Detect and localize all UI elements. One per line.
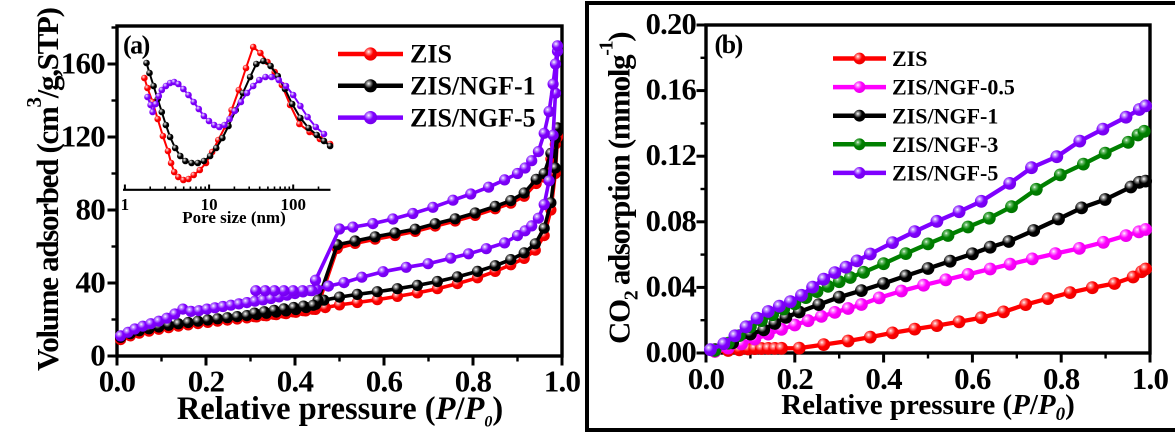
svg-text:40: 40 — [76, 264, 106, 299]
svg-text:0.4: 0.4 — [277, 364, 314, 399]
svg-text:120: 120 — [61, 118, 106, 153]
svg-text:(a): (a) — [123, 31, 150, 60]
svg-text:160: 160 — [61, 45, 106, 80]
svg-text:1.0: 1.0 — [1132, 361, 1169, 396]
svg-text:80: 80 — [76, 191, 106, 226]
svg-text:ZIS/NGF-1: ZIS/NGF-1 — [892, 103, 998, 128]
svg-text:ZIS/NGF-0.5: ZIS/NGF-0.5 — [892, 75, 1015, 100]
svg-text:ZIS: ZIS — [892, 46, 927, 71]
svg-text:0.08: 0.08 — [646, 204, 697, 238]
svg-text:Relative pressure (P/P0): Relative pressure (P/P0) — [177, 391, 503, 431]
svg-text:CO2 adsorption (mmolg-1): CO2 adsorption (mmolg-1) — [596, 33, 643, 344]
svg-text:0.8: 0.8 — [1043, 361, 1080, 396]
svg-text:0.12: 0.12 — [646, 138, 696, 172]
svg-text:0.6: 0.6 — [954, 361, 991, 396]
svg-text:0.16: 0.16 — [646, 73, 697, 107]
svg-text:0.0: 0.0 — [99, 364, 136, 399]
svg-text:0.6: 0.6 — [366, 364, 403, 399]
svg-text:100: 100 — [280, 195, 306, 214]
svg-text:1.0: 1.0 — [544, 364, 581, 399]
svg-text:ZIS: ZIS — [410, 40, 452, 69]
svg-text:ZIS/NGF-1: ZIS/NGF-1 — [410, 72, 536, 101]
svg-text:ZIS/NGF-3: ZIS/NGF-3 — [892, 132, 998, 157]
svg-text:(b): (b) — [715, 30, 743, 59]
svg-text:0: 0 — [90, 337, 105, 372]
svg-text:0.4: 0.4 — [865, 361, 902, 396]
svg-text:Volume adsorbed (cm3/g,STP): Volume adsorbed (cm3/g,STP) — [22, 8, 65, 371]
svg-text:0.04: 0.04 — [646, 269, 697, 303]
svg-text:0.2: 0.2 — [777, 361, 814, 396]
svg-text:10: 10 — [201, 195, 218, 214]
svg-text:0.2: 0.2 — [188, 364, 225, 399]
svg-text:0.20: 0.20 — [646, 7, 697, 41]
svg-text:0.8: 0.8 — [455, 364, 492, 399]
svg-text:ZIS/NGF-5: ZIS/NGF-5 — [892, 161, 998, 186]
svg-text:Pore size (nm): Pore size (nm) — [182, 208, 286, 227]
svg-text:Relative pressure (P/P0): Relative pressure (P/P0) — [781, 389, 1075, 425]
svg-text:0.0: 0.0 — [688, 361, 725, 396]
svg-text:ZIS/NGF-5: ZIS/NGF-5 — [410, 103, 536, 132]
svg-text:0.00: 0.00 — [646, 335, 697, 369]
svg-text:1: 1 — [121, 195, 130, 214]
